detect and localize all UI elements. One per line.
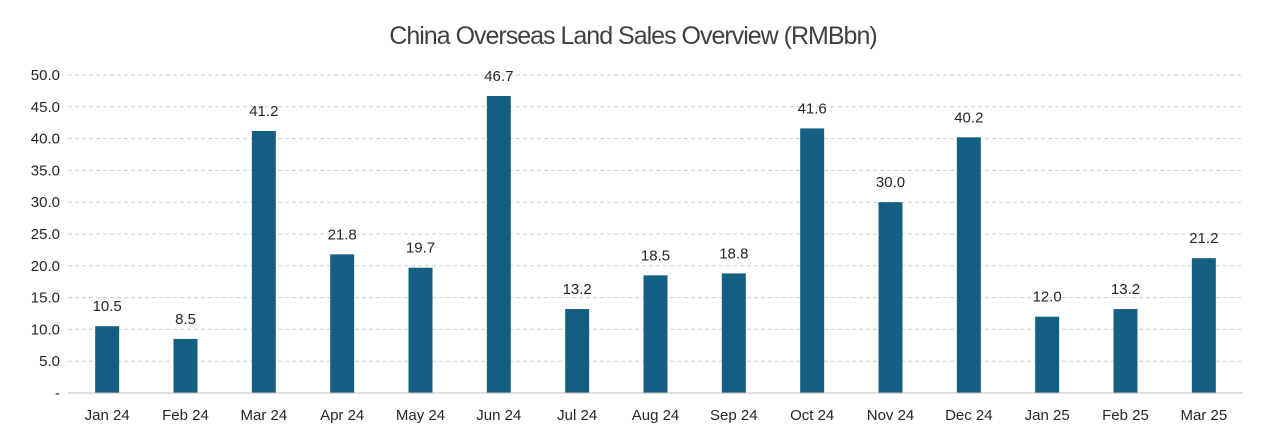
bar	[565, 309, 590, 393]
data-label: 8.5	[175, 311, 196, 328]
y-tick-label: 50.0	[31, 67, 60, 84]
x-axis-tick-labels: Jan 24 Feb 24 Mar 24 Apr 24 May 24 Jun 24 Jul …	[85, 407, 1228, 424]
y-tick-label: 5.0	[39, 353, 60, 370]
bar	[486, 95, 511, 393]
y-tick-label: 20.0	[31, 258, 60, 275]
data-label: 30.0	[876, 174, 905, 191]
bar	[251, 130, 276, 393]
bar	[173, 338, 198, 393]
y-tick-label: 25.0	[31, 226, 60, 243]
data-labels: 10.5 8.5 41.2 21.8 19.7 46.7 13.2 18.5 18.8 41.6 3…	[93, 68, 1219, 328]
data-label: 10.5	[93, 298, 122, 315]
x-tick-label: Apr 24	[320, 407, 364, 424]
y-axis-tick-labels: - 5.0 10.0 15.0 20.0 25.0 30.0 35.0 40.0 45.0 50.0	[31, 67, 60, 402]
x-tick-label: Feb 25	[1102, 407, 1149, 424]
x-tick-label: Sep 24	[710, 407, 758, 424]
y-tick-label: 30.0	[31, 194, 60, 211]
y-tick-label: 45.0	[31, 99, 60, 116]
y-tick-label: 15.0	[31, 290, 60, 307]
bars	[95, 95, 1216, 393]
bar	[95, 326, 120, 393]
x-tick-label: Mar 24	[240, 407, 287, 424]
x-tick-label: Jun 24	[476, 407, 521, 424]
x-tick-label: Oct 24	[790, 407, 834, 424]
x-tick-label: Jan 24	[85, 407, 130, 424]
data-label: 40.2	[954, 109, 983, 126]
data-label: 12.0	[1033, 289, 1062, 306]
bar	[1035, 316, 1060, 393]
bar	[956, 137, 981, 393]
bar	[878, 202, 903, 393]
x-tick-label: Jul 24	[557, 407, 597, 424]
data-label: 41.2	[249, 103, 278, 120]
bar	[1191, 258, 1216, 393]
bar	[721, 273, 746, 393]
y-tick-label: 10.0	[31, 321, 60, 338]
x-tick-label: Dec 24	[945, 407, 993, 424]
x-tick-label: Feb 24	[162, 407, 209, 424]
data-label: 19.7	[406, 240, 435, 257]
x-tick-label: Nov 24	[867, 407, 915, 424]
data-label: 13.2	[563, 281, 592, 298]
x-tick-label: Jan 25	[1025, 407, 1070, 424]
bar	[800, 128, 825, 393]
data-label: 21.2	[1189, 230, 1218, 247]
bar	[1113, 309, 1138, 393]
data-label: 41.6	[798, 100, 827, 117]
data-label: 18.5	[641, 247, 670, 264]
x-tick-label: May 24	[396, 407, 445, 424]
bar	[408, 267, 433, 393]
x-tick-label: Aug 24	[632, 407, 680, 424]
chart-title: China Overseas Land Sales Overview (RMBb…	[389, 22, 876, 50]
data-label: 21.8	[328, 226, 357, 243]
bar	[330, 254, 355, 393]
data-label: 13.2	[1111, 281, 1140, 298]
bar	[643, 275, 668, 393]
x-tick-label: Mar 25	[1180, 407, 1227, 424]
y-tick-label: 40.0	[31, 131, 60, 148]
data-label: 46.7	[484, 68, 513, 85]
y-tick-label: 35.0	[31, 162, 60, 179]
y-tick-label: -	[55, 385, 60, 402]
data-label: 18.8	[719, 245, 748, 262]
